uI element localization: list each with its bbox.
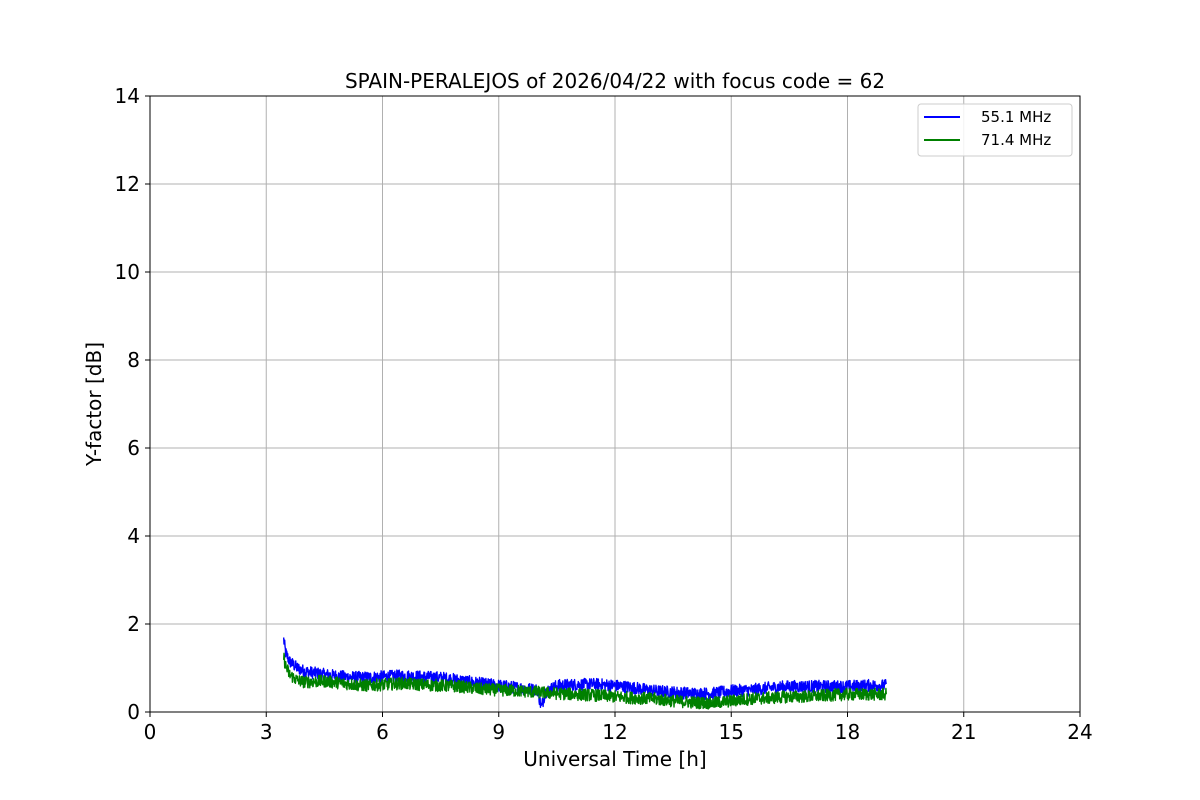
legend-label-55-1-mhz: 55.1 MHz bbox=[981, 108, 1051, 126]
y-tick-label: 14 bbox=[115, 84, 140, 108]
x-tick-label: 3 bbox=[260, 720, 273, 744]
x-tick-label: 18 bbox=[835, 720, 860, 744]
series-line-55-1-mhz bbox=[282, 637, 887, 709]
y-axis-label: Y-factor [dB] bbox=[82, 342, 106, 467]
y-tick-label: 12 bbox=[115, 172, 140, 196]
x-tick-label: 0 bbox=[144, 720, 157, 744]
x-axis-label: Universal Time [h] bbox=[523, 747, 706, 771]
legend: 55.1 MHz 71.4 MHz bbox=[917, 103, 1073, 157]
chart-title: SPAIN-PERALEJOS of 2026/04/22 with focus… bbox=[345, 69, 885, 93]
series-line-71-4-mhz bbox=[282, 652, 887, 710]
legend-label-71-4-mhz: 71.4 MHz bbox=[981, 131, 1051, 149]
y-tick-label: 6 bbox=[127, 436, 140, 460]
x-tick-label: 24 bbox=[1067, 720, 1092, 744]
y-tick-label: 0 bbox=[127, 700, 140, 724]
x-tick-label: 21 bbox=[951, 720, 976, 744]
y-tick-label: 10 bbox=[115, 260, 140, 284]
x-tick-label: 12 bbox=[602, 720, 627, 744]
y-tick-label: 8 bbox=[127, 348, 140, 372]
x-tick-label: 9 bbox=[492, 720, 505, 744]
x-tick-label: 15 bbox=[719, 720, 744, 744]
series-layer bbox=[282, 637, 887, 710]
y-tick-label: 2 bbox=[127, 612, 140, 636]
y-tick-label: 4 bbox=[127, 524, 140, 548]
x-tick-label: 6 bbox=[376, 720, 389, 744]
